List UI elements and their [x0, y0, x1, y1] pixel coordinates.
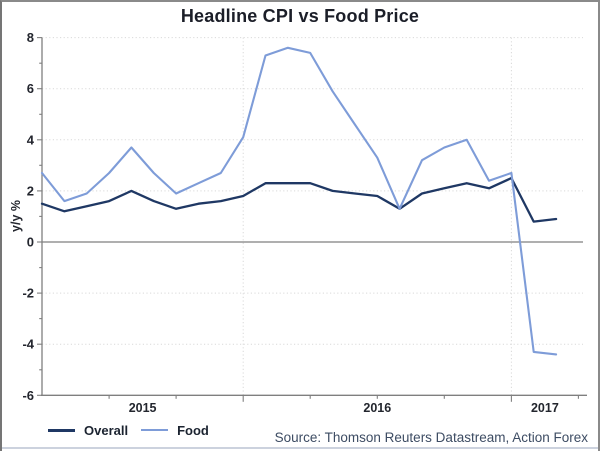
series-line-overall — [40, 176, 558, 223]
y-tick-label: 6 — [27, 81, 34, 96]
legend-food-line-icon — [141, 429, 169, 431]
y-tick-label: 2 — [27, 183, 34, 198]
y-tick-label: -4 — [22, 337, 34, 352]
x-year-label: 2017 — [531, 401, 559, 415]
x-year-label: 2015 — [129, 401, 157, 415]
legend: Overall Food — [48, 421, 209, 439]
y-tick-label: 0 — [27, 235, 34, 250]
x-year-label: 2016 — [363, 401, 391, 415]
legend-label-food: Food — [177, 422, 209, 438]
y-tick-label: 4 — [27, 132, 35, 147]
legend-overall-line-icon — [48, 428, 75, 432]
series-line-food — [40, 46, 558, 356]
legend-label-overall: Overall — [84, 422, 129, 438]
source-note: Source: Thomson Reuters Datastream, Acti… — [274, 430, 588, 445]
y-tick-label: -2 — [22, 286, 34, 301]
chart-bottom-border — [2, 447, 598, 449]
y-tick-label: 8 — [27, 30, 34, 45]
y-tick-label: -6 — [22, 388, 34, 403]
chart-title: Headline CPI vs Food Price — [180, 6, 420, 26]
